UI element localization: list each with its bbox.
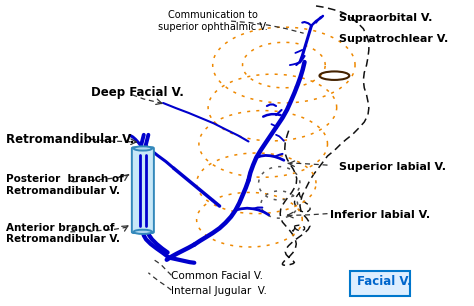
Text: Anterior branch of
Retromandibular V.: Anterior branch of Retromandibular V. [6,222,120,244]
Text: Superior labial V.: Superior labial V. [339,162,446,172]
Text: Posterior  branch of
Retromandibular V.: Posterior branch of Retromandibular V. [6,174,124,196]
Text: Common Facial V.: Common Facial V. [171,271,264,281]
Text: Inferior labial V.: Inferior labial V. [330,210,430,220]
Text: Deep Facial V.: Deep Facial V. [91,86,184,99]
Text: Internal Jugular  V.: Internal Jugular V. [171,286,267,296]
Text: Supraorbital V.: Supraorbital V. [339,13,432,23]
Ellipse shape [134,146,152,151]
FancyBboxPatch shape [132,147,154,233]
Text: Communication to
superior ophthalmic V.: Communication to superior ophthalmic V. [158,10,267,32]
FancyBboxPatch shape [350,271,410,296]
Text: Supratrochlear V.: Supratrochlear V. [339,34,448,44]
Text: Retromandibular V.: Retromandibular V. [6,133,134,146]
Text: Facial V.: Facial V. [357,275,411,288]
Ellipse shape [134,230,152,234]
